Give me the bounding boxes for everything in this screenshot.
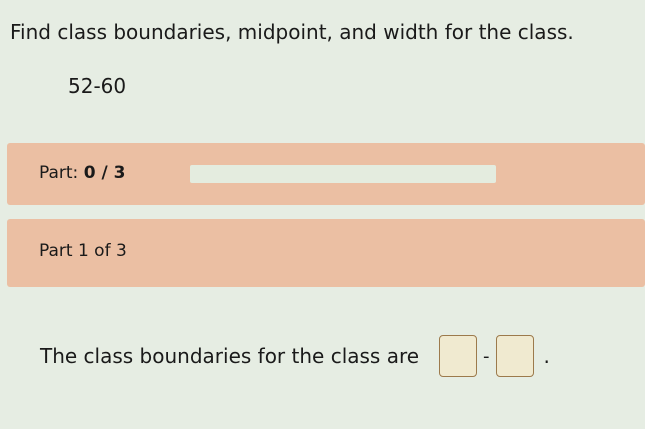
progress-label-text: Part: xyxy=(39,163,79,183)
progress-panel: Part: 0 / 3 xyxy=(7,143,645,205)
progress-value: 0 / 3 xyxy=(83,163,126,183)
prompt-text: The class boundaries for the class are xyxy=(40,344,420,368)
separator: - xyxy=(483,345,490,367)
part-header: Part 1 of 3 xyxy=(7,219,645,287)
upper-boundary-input[interactable] xyxy=(495,335,534,377)
part-label: Part 1 of 3 xyxy=(39,241,127,261)
period: . xyxy=(543,344,550,368)
lower-boundary-input[interactable] xyxy=(439,335,478,377)
answer-row: The class boundaries for the class are -… xyxy=(40,335,550,377)
class-interval: 52-60 xyxy=(68,74,127,98)
progress-label: Part: 0 / 3 xyxy=(39,163,125,183)
question-text: Find class boundaries, midpoint, and wid… xyxy=(10,20,574,44)
progress-bar xyxy=(190,165,496,183)
